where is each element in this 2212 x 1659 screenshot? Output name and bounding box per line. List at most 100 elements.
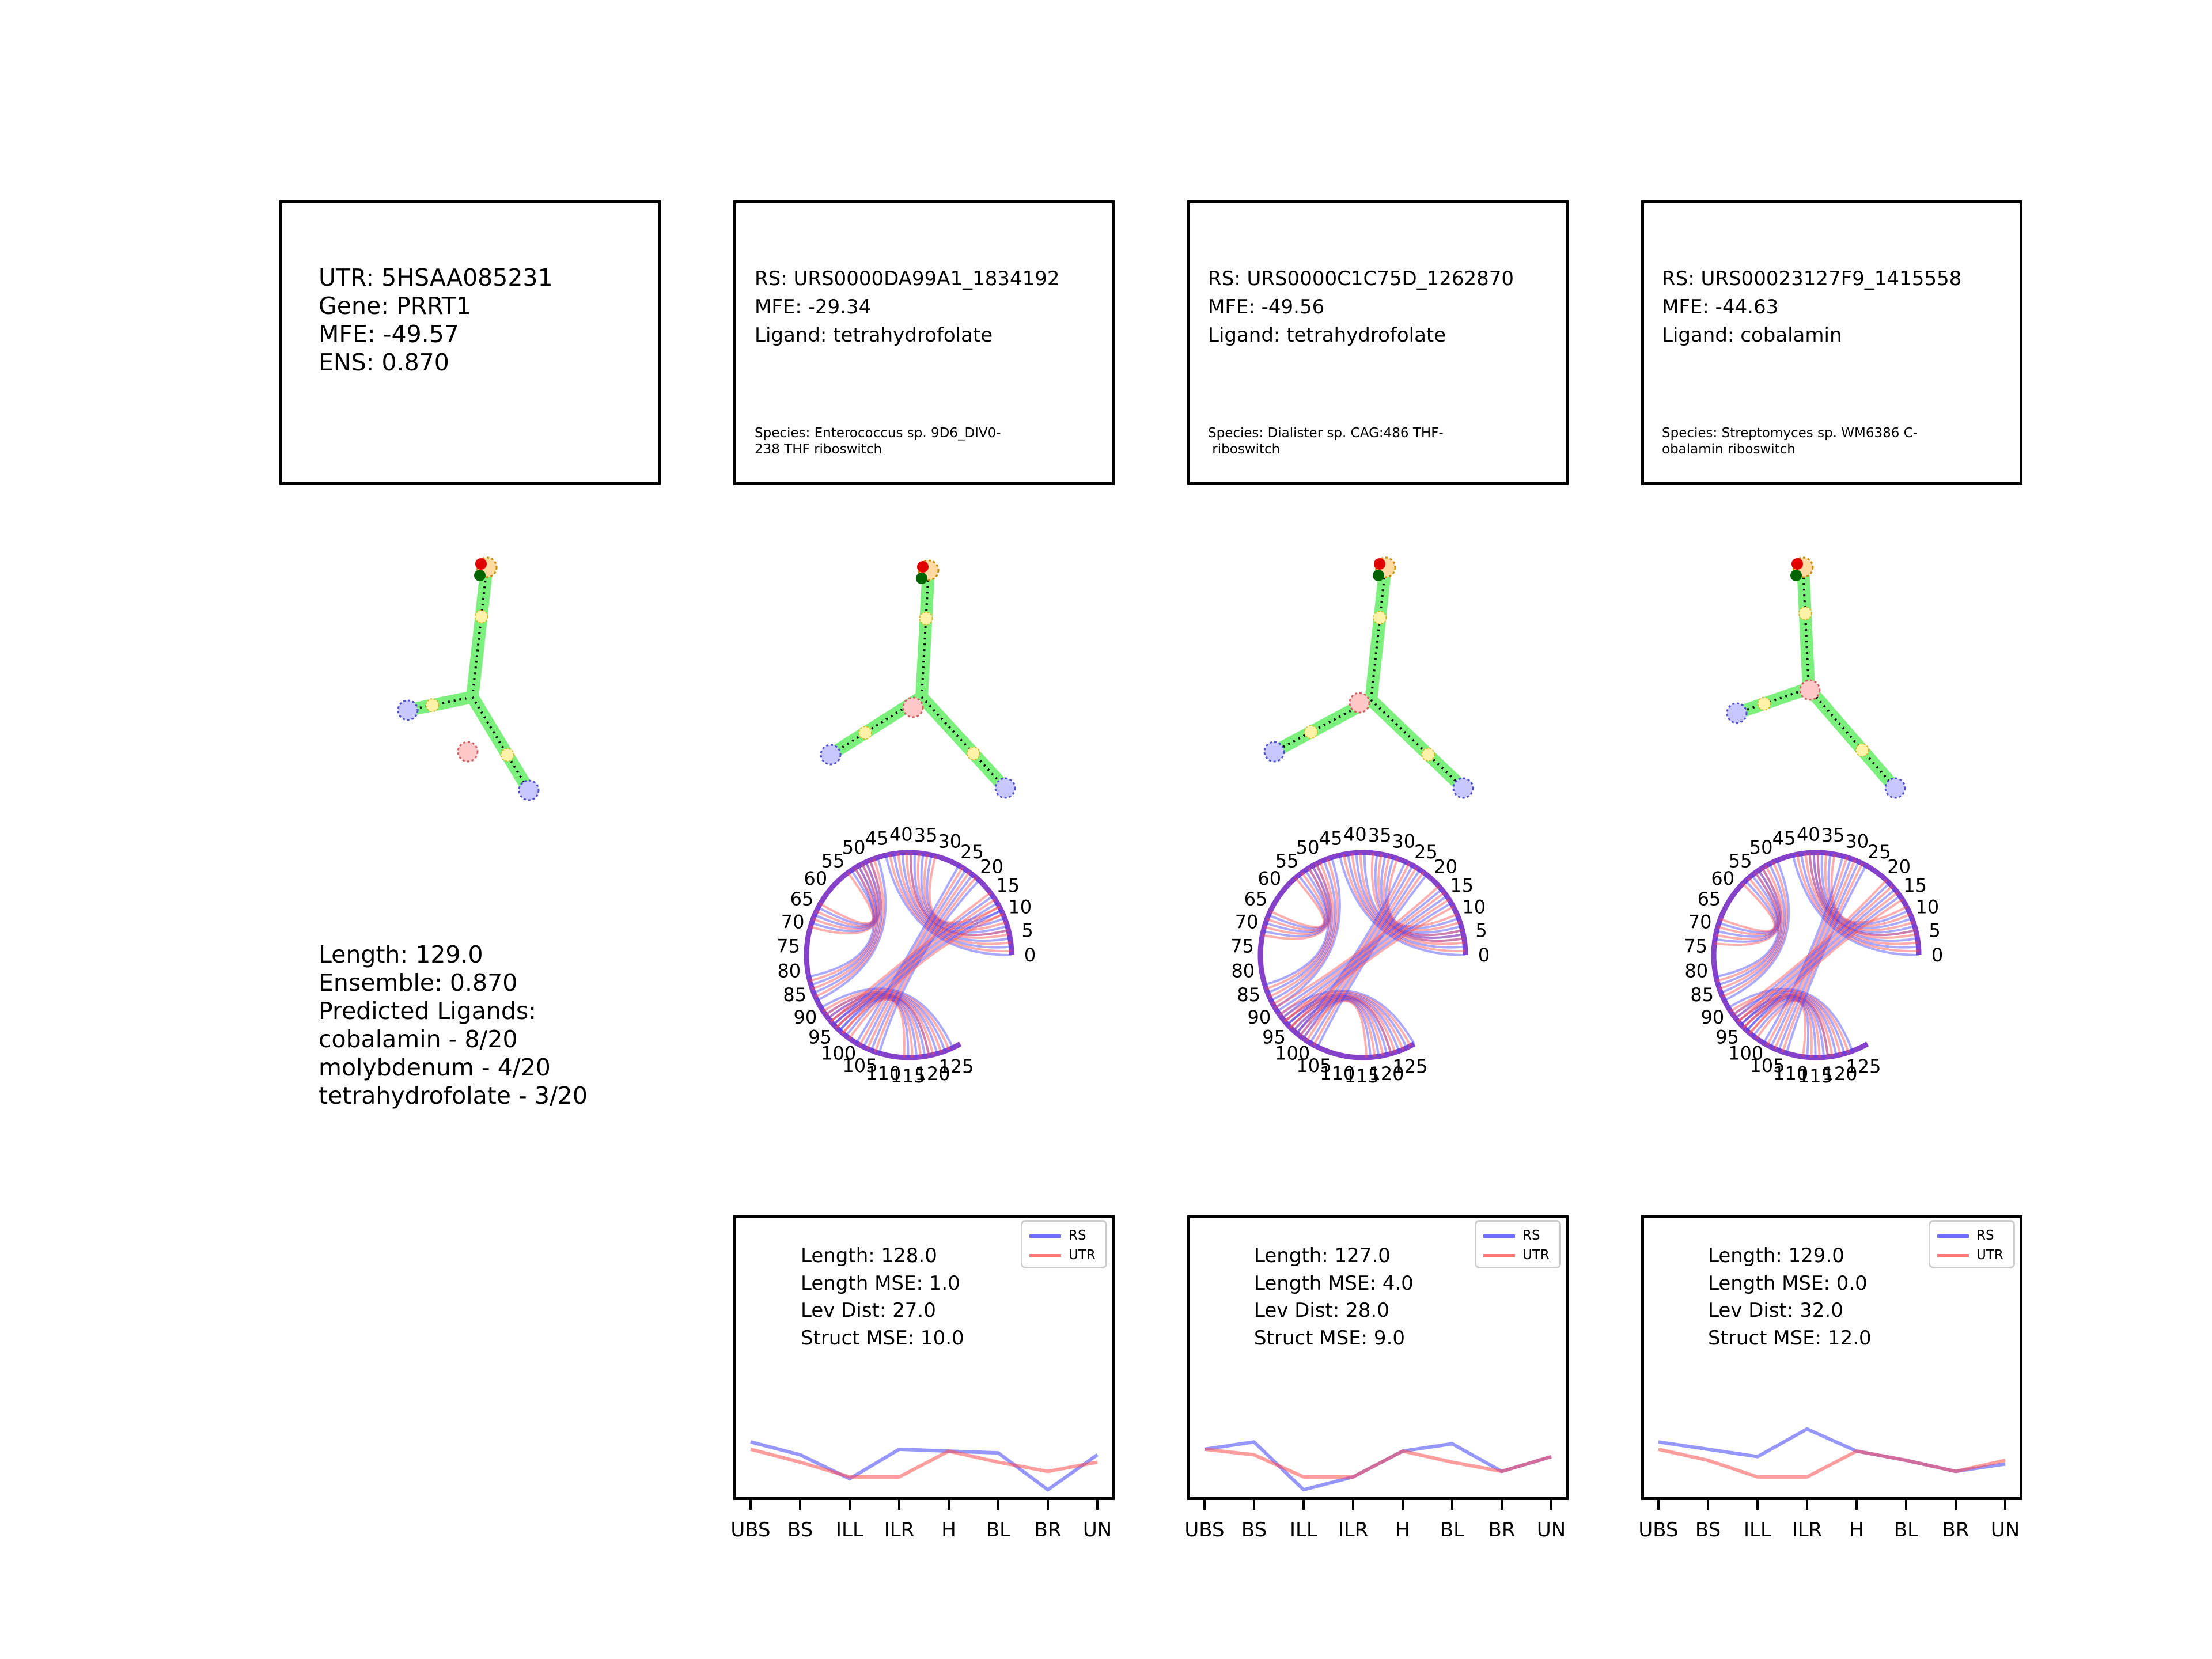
x-tick-label: BR bbox=[1035, 1518, 1062, 1541]
three-prime-end bbox=[474, 570, 486, 581]
base-pair-arc bbox=[820, 987, 954, 1048]
arc-tick-label: 80 bbox=[777, 960, 801, 982]
stem bbox=[1365, 561, 1392, 706]
base-pair-arc bbox=[830, 892, 991, 1022]
base-pair-arc bbox=[1289, 995, 1400, 1052]
base-pair-arc bbox=[1363, 852, 1463, 937]
base-pair-arc bbox=[1781, 863, 1863, 1052]
base-pair-arc bbox=[1274, 857, 1341, 1009]
base-pair-arc bbox=[1718, 867, 1783, 986]
base-pair-arc bbox=[1743, 892, 1899, 1029]
base-pair-arc bbox=[810, 859, 882, 935]
base-pair-arc bbox=[842, 906, 1000, 1034]
arc-tick-label: 85 bbox=[1690, 984, 1714, 1006]
summary-length: Length: 129.0 bbox=[319, 941, 483, 968]
internal-loop bbox=[474, 609, 488, 624]
arc-tick-label: 40 bbox=[889, 823, 913, 845]
x-tick-label: ILR bbox=[1338, 1518, 1369, 1541]
arc-diagram-3: 0510152025303540455055606570758085909510… bbox=[1684, 823, 1943, 1087]
hairpin-loop bbox=[1452, 777, 1474, 799]
arc-tick-label: 110 bbox=[866, 1062, 901, 1084]
secondary-structure-1 bbox=[397, 556, 540, 801]
base-pair-arc bbox=[1355, 853, 1464, 942]
x-tick-label: BS bbox=[1695, 1518, 1721, 1541]
base-pairs bbox=[921, 570, 930, 698]
base-pair-arc bbox=[1719, 865, 1785, 990]
base-pair-arc bbox=[1777, 861, 1860, 1051]
legend-2: RS UTR bbox=[1475, 1220, 1561, 1268]
x-tick-label: ILL bbox=[836, 1518, 863, 1541]
base-pair-arc bbox=[1292, 997, 1380, 1057]
arc-tick-label: 115 bbox=[1798, 1065, 1833, 1087]
base-pair-arc bbox=[1374, 853, 1464, 939]
line-chart-2: UBS BS ILL ILR H BL BR UN bbox=[1184, 1440, 1566, 1541]
base-pair-arc bbox=[1734, 993, 1842, 1055]
arc-tick-label: 50 bbox=[842, 836, 866, 858]
base-pair-arc bbox=[1286, 902, 1452, 1026]
base-pair-arc bbox=[1359, 853, 1464, 939]
base-pair-arc bbox=[1377, 854, 1463, 937]
legend-3: RS UTR bbox=[1929, 1220, 2015, 1268]
base-pair-arc bbox=[878, 879, 980, 1054]
base-pair-arc bbox=[812, 861, 881, 990]
base-pair-arc bbox=[1715, 872, 1779, 941]
arc-tick-label: 20 bbox=[1434, 856, 1457, 878]
rs-mfe-2: MFE: -49.56 bbox=[1208, 296, 1325, 319]
arc-tick-label: 90 bbox=[1701, 1006, 1725, 1028]
x-tick-label: BR bbox=[1488, 1518, 1516, 1541]
base-pair-arc bbox=[1281, 895, 1448, 1020]
base-pair-arc bbox=[1740, 995, 1825, 1058]
rs-species-cont-2: riboswitch bbox=[1208, 442, 1281, 457]
base-pair-arc bbox=[815, 858, 885, 998]
arc-tick-label: 25 bbox=[1868, 841, 1891, 863]
arc-tick-label: 10 bbox=[1915, 896, 1939, 918]
base-pair-arc bbox=[855, 865, 960, 1044]
cmp-lev-3: Lev Dist: 32.0 bbox=[1708, 1299, 1843, 1322]
backbone bbox=[804, 850, 1014, 1060]
cmp-length-mse-1: Length MSE: 1.0 bbox=[801, 1272, 960, 1295]
x-tick-label: BS bbox=[787, 1518, 813, 1541]
rs-ligand-1: Ligand: tetrahydrofolate bbox=[755, 324, 993, 347]
arc-tick-label: 50 bbox=[1749, 836, 1773, 858]
base-pair-arc bbox=[832, 995, 934, 1055]
cmp-lev-2: Lev Dist: 28.0 bbox=[1254, 1299, 1389, 1322]
internal-loop bbox=[858, 726, 873, 740]
arc-tick-label: 5 bbox=[1021, 919, 1033, 941]
base-pair-arc bbox=[1272, 858, 1339, 1005]
comparison-chart-2 bbox=[1187, 1215, 1569, 1500]
base-pair-arc bbox=[1263, 865, 1331, 937]
multiloop bbox=[457, 741, 479, 763]
arc-tick-label: 75 bbox=[1684, 935, 1707, 957]
base-pair-arc bbox=[808, 867, 875, 978]
base-pair-arc bbox=[913, 853, 1008, 934]
base-pair-arc bbox=[842, 998, 906, 1058]
base-pair-arc bbox=[1718, 880, 1777, 934]
arc-tick-label: 35 bbox=[1821, 824, 1845, 846]
arc-tick-label: 0 bbox=[1024, 944, 1036, 966]
base-pair-arc bbox=[835, 996, 930, 1056]
base-pair-arc bbox=[814, 865, 877, 929]
base-pair-arc bbox=[1800, 853, 1919, 949]
legend-utr-label: UTR bbox=[1976, 1248, 2003, 1263]
base-pair-arc bbox=[1286, 995, 1388, 1055]
comparison-chart-1 bbox=[733, 1215, 1115, 1500]
summary-ligand-1: cobalamin - 8/20 bbox=[319, 1025, 518, 1053]
base-pair-arc bbox=[1302, 999, 1368, 1058]
rs-mfe-3: MFE: -44.63 bbox=[1662, 296, 1779, 319]
base-pair-arc bbox=[1265, 869, 1328, 933]
internal-loop bbox=[1304, 725, 1318, 739]
base-pair-arc bbox=[1734, 882, 1891, 1020]
stem bbox=[915, 691, 1012, 794]
base-pair-arc bbox=[905, 853, 1010, 939]
base-pair-arc bbox=[1289, 906, 1454, 1029]
base-pair-arc bbox=[1262, 863, 1332, 940]
cmp-struct-1: Struct MSE: 10.0 bbox=[801, 1327, 964, 1350]
x-tick-label: UBS bbox=[1638, 1518, 1678, 1541]
arc-tick-label: 90 bbox=[1248, 1006, 1271, 1028]
arc-tick-label: 65 bbox=[790, 888, 814, 910]
five-prime-end bbox=[1374, 558, 1385, 570]
arc-tick-label: 105 bbox=[1296, 1055, 1331, 1077]
hairpin-loop bbox=[518, 779, 540, 801]
base-pair-arc bbox=[825, 991, 930, 1056]
rs-species-2: Species: Dialister sp. CAG:486 THF- bbox=[1208, 426, 1444, 441]
